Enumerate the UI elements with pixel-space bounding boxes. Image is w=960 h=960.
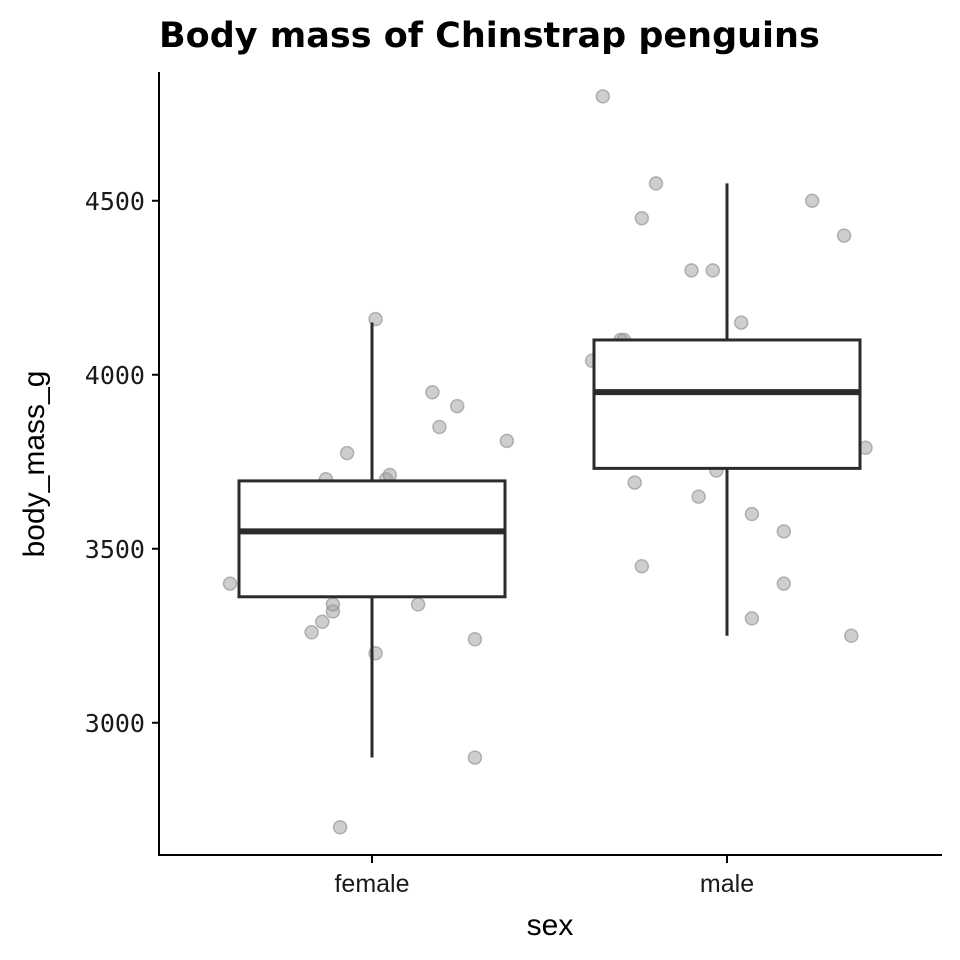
data-point-male-20 bbox=[595, 89, 611, 104]
x-tick-label-female: female bbox=[334, 870, 409, 898]
data-point-male-23 bbox=[627, 475, 642, 490]
y-tick-label-4000: 4000 bbox=[85, 361, 145, 390]
data-point-female-6 bbox=[332, 819, 348, 835]
x-tick-label-male: male bbox=[700, 870, 754, 898]
data-point-female-13 bbox=[425, 384, 440, 400]
data-point-male-25 bbox=[634, 210, 650, 226]
data-point-male-35 bbox=[776, 524, 792, 539]
y-tick-label-4500: 4500 bbox=[85, 187, 145, 216]
iqr-box-male bbox=[592, 338, 862, 470]
data-point-female-2 bbox=[315, 614, 330, 630]
x-axis-title: sex bbox=[527, 909, 574, 942]
plot-area bbox=[222, 89, 873, 835]
data-point-male-36 bbox=[804, 193, 820, 209]
data-point-female-12 bbox=[410, 597, 426, 612]
y-tick-label-3500: 3500 bbox=[85, 535, 145, 564]
chart-title: Body mass of Chinstrap penguins bbox=[159, 16, 820, 56]
box-female bbox=[237, 322, 507, 758]
data-point-female-17 bbox=[467, 750, 483, 765]
x-axis-ticks: female male bbox=[334, 855, 754, 898]
data-point-female-16 bbox=[467, 631, 483, 647]
data-point-male-27 bbox=[684, 263, 699, 278]
y-axis-title: body_mass_g bbox=[18, 371, 51, 558]
boxes bbox=[237, 183, 862, 758]
data-point-female-15 bbox=[449, 398, 465, 414]
data-point-male-26 bbox=[648, 176, 664, 191]
data-point-male-31 bbox=[733, 315, 749, 330]
data-point-female-9 bbox=[368, 311, 383, 327]
data-point-male-33 bbox=[744, 611, 760, 626]
data-point-female-14 bbox=[432, 419, 447, 435]
data-point-male-38 bbox=[844, 628, 859, 644]
data-point-male-29 bbox=[705, 263, 721, 278]
data-point-male-24 bbox=[634, 558, 650, 574]
data-point-female-18 bbox=[499, 433, 515, 449]
data-point-male-32 bbox=[744, 506, 760, 522]
y-tick-label-3000: 3000 bbox=[85, 709, 145, 738]
box-male bbox=[592, 183, 862, 636]
data-point-female-5 bbox=[325, 597, 341, 612]
data-point-male-34 bbox=[776, 576, 792, 591]
data-point-male-37 bbox=[836, 228, 852, 243]
data-point-male-28 bbox=[691, 489, 706, 504]
data-point-female-7 bbox=[339, 445, 355, 461]
iqr-box-female bbox=[237, 479, 507, 599]
data-point-female-0 bbox=[222, 576, 238, 591]
y-axis-ticks: 3000 3500 4000 4500 bbox=[85, 187, 159, 738]
data-point-female-1 bbox=[304, 625, 319, 640]
